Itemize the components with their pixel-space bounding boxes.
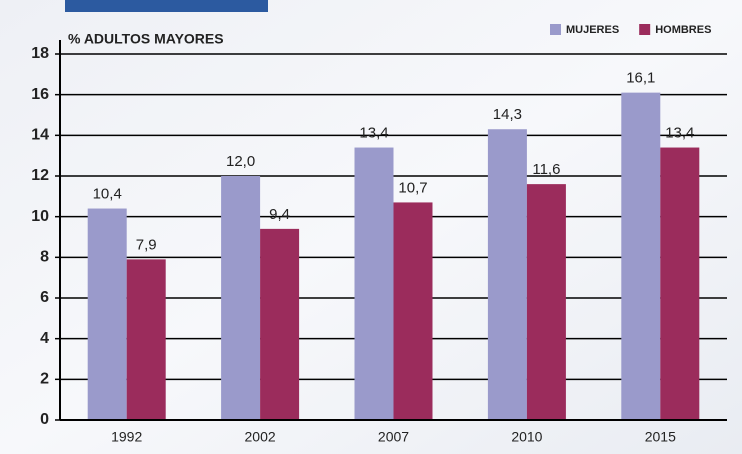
x-tick-label: 1992: [111, 429, 142, 445]
legend-label: MUJERES: [566, 24, 619, 36]
value-label: 10,7: [398, 179, 427, 196]
value-label: 11,6: [532, 161, 560, 178]
header-bar: [65, 0, 268, 12]
x-tick-label: 2002: [245, 429, 276, 445]
y-tick-label: 6: [40, 289, 49, 306]
value-label: 16,1: [626, 70, 655, 87]
legend-swatch: [550, 24, 561, 35]
legend-swatch: [639, 24, 651, 35]
y-tick-label: 16: [31, 86, 49, 103]
bar: [393, 202, 433, 420]
bar: [526, 184, 566, 420]
bar: [487, 129, 527, 420]
bar: [221, 176, 261, 420]
x-tick-label: 2010: [511, 429, 542, 445]
value-label: 13,4: [359, 125, 388, 142]
y-tick-label: 18: [31, 45, 49, 62]
y-axis-title: % ADULTOS MAYORES: [68, 31, 224, 47]
bar: [126, 259, 166, 420]
value-label: 9,4: [269, 206, 290, 223]
y-tick-label: 12: [31, 167, 49, 184]
value-label: 7,9: [136, 236, 157, 253]
bar: [354, 147, 394, 421]
legend-label: HOMBRES: [655, 24, 711, 36]
x-tick-label: 2007: [378, 429, 409, 445]
bar: [660, 147, 700, 421]
value-label: 10,4: [93, 186, 122, 203]
y-tick-label: 14: [31, 127, 49, 144]
y-tick-label: 8: [40, 249, 49, 266]
value-label: 14,3: [493, 106, 522, 123]
bar: [87, 208, 127, 420]
x-tick-label: 2015: [645, 429, 676, 445]
bar: [621, 92, 661, 420]
y-tick-label: 2: [40, 371, 49, 388]
y-tick-label: 4: [40, 330, 49, 347]
y-tick-label: 0: [40, 411, 49, 428]
bar: [260, 228, 300, 420]
value-label: 13,4: [665, 125, 694, 142]
value-label: 12,0: [226, 153, 255, 170]
y-tick-label: 10: [31, 208, 49, 225]
